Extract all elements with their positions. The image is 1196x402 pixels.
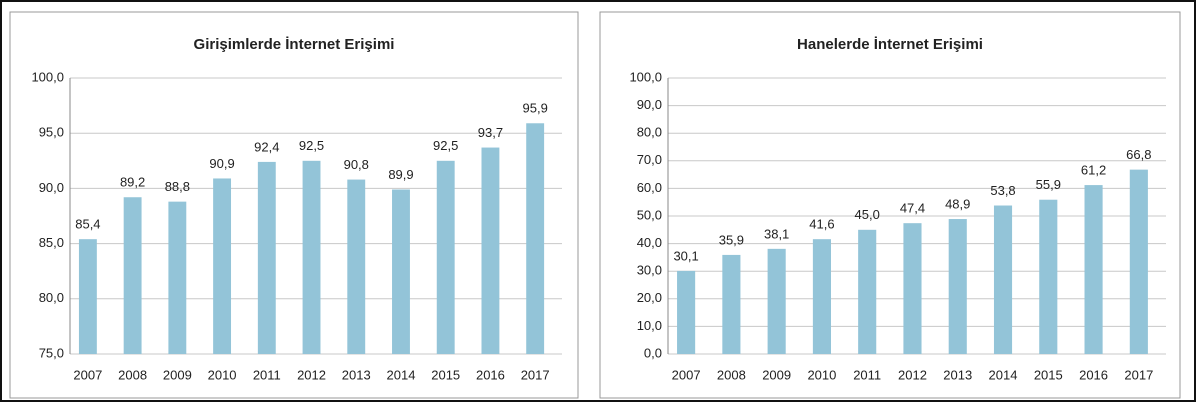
y-tick-label: 80,0	[637, 125, 662, 140]
x-tick-label: 2016	[1079, 367, 1108, 382]
x-tick-label: 2015	[431, 367, 460, 382]
bar	[677, 270, 696, 354]
bar	[1084, 185, 1103, 354]
data-label: 45,0	[855, 207, 880, 222]
bar	[168, 201, 187, 354]
data-label: 93,7	[478, 125, 503, 140]
bar	[302, 160, 321, 354]
y-tick-label: 20,0	[637, 290, 662, 305]
bar	[767, 248, 786, 354]
data-label: 95,9	[523, 101, 548, 116]
bar	[392, 189, 410, 354]
data-label: 30,1	[673, 248, 698, 263]
bar	[858, 229, 877, 354]
bar	[722, 254, 741, 354]
bar	[903, 223, 922, 354]
x-tick-label: 2013	[943, 367, 972, 382]
y-tick-label: 100,0	[31, 69, 64, 84]
data-label: 66,8	[1126, 147, 1151, 162]
data-label: 53,8	[990, 183, 1015, 198]
bar	[78, 239, 97, 354]
y-tick-label: 80,0	[39, 290, 64, 305]
x-tick-label: 2010	[807, 367, 836, 382]
bar	[123, 197, 142, 354]
bar	[526, 123, 545, 354]
x-tick-label: 2011	[853, 367, 881, 382]
y-tick-label: 70,0	[637, 152, 662, 167]
data-label: 35,9	[719, 232, 744, 247]
bar	[1129, 169, 1148, 354]
data-label: 47,4	[900, 201, 925, 216]
chart-title: Girişimlerde İnternet Erişimi	[194, 36, 395, 53]
x-tick-label: 2014	[387, 367, 416, 382]
x-tick-label: 2009	[762, 367, 791, 382]
bar	[481, 147, 500, 354]
data-label: 89,2	[120, 175, 145, 190]
y-tick-label: 60,0	[637, 180, 662, 195]
x-tick-label: 2014	[989, 367, 1018, 382]
data-label: 92,5	[433, 138, 458, 153]
bar	[812, 239, 831, 354]
x-tick-label: 2012	[297, 367, 326, 382]
y-tick-label: 95,0	[39, 125, 64, 140]
x-tick-label: 2008	[118, 367, 147, 382]
data-label: 88,8	[165, 179, 190, 194]
bar	[1039, 199, 1058, 354]
data-label: 90,9	[209, 156, 234, 171]
x-tick-label: 2009	[163, 367, 192, 382]
y-tick-label: 85,0	[39, 235, 64, 250]
x-tick-label: 2017	[521, 367, 550, 382]
chart-title: Hanelerde İnternet Erişimi	[797, 36, 983, 53]
x-tick-label: 2012	[898, 367, 927, 382]
y-tick-label: 50,0	[637, 207, 662, 222]
data-label: 89,9	[388, 167, 413, 182]
data-label: 38,1	[764, 226, 789, 241]
data-label: 85,4	[75, 217, 100, 232]
x-tick-label: 2007	[73, 367, 102, 382]
data-label: 92,5	[299, 138, 324, 153]
x-tick-label: 2017	[1124, 367, 1153, 382]
y-tick-label: 90,0	[637, 97, 662, 112]
x-tick-label: 2013	[342, 367, 371, 382]
y-tick-label: 90,0	[39, 180, 64, 195]
y-tick-label: 40,0	[637, 235, 662, 250]
bar	[436, 160, 455, 354]
data-label: 92,4	[254, 139, 279, 154]
data-label: 61,2	[1081, 163, 1106, 178]
y-tick-label: 100,0	[629, 69, 662, 84]
y-tick-label: 0,0	[644, 345, 662, 360]
y-tick-label: 75,0	[39, 345, 64, 360]
bar	[993, 205, 1013, 354]
bar	[213, 178, 232, 354]
y-tick-label: 10,0	[637, 318, 662, 333]
y-tick-label: 30,0	[637, 263, 662, 278]
bar	[948, 219, 967, 354]
bar	[347, 179, 366, 354]
data-label: 55,9	[1036, 177, 1061, 192]
bar	[257, 161, 276, 354]
data-label: 48,9	[945, 196, 970, 211]
x-tick-label: 2010	[208, 367, 237, 382]
data-label: 90,8	[344, 157, 369, 172]
x-tick-label: 2015	[1034, 367, 1063, 382]
data-label: 41,6	[809, 217, 834, 232]
x-tick-label: 2007	[672, 367, 701, 382]
x-tick-label: 2008	[717, 367, 746, 382]
panel	[599, 11, 1181, 399]
x-tick-label: 2011	[253, 367, 281, 382]
x-tick-label: 2016	[476, 367, 505, 382]
